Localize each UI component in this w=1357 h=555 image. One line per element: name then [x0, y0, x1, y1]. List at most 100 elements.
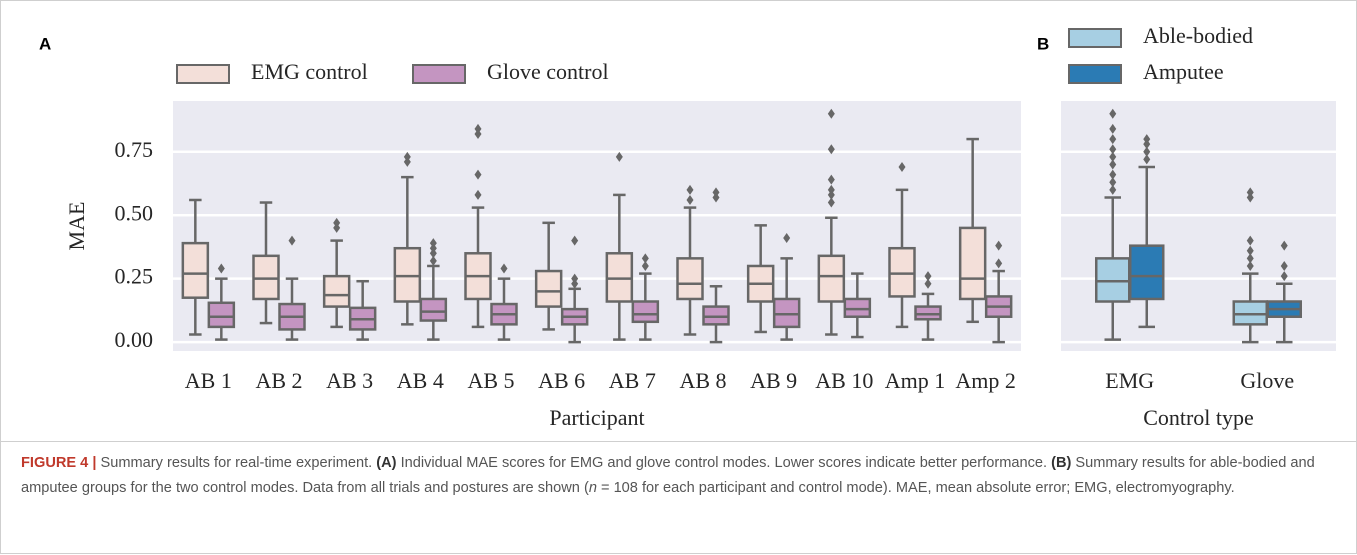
y-axis-label: MAE [64, 202, 89, 251]
x-tick-label: Amp 1 [885, 368, 946, 393]
x-tick-label: AB 6 [538, 368, 585, 393]
outlier [1143, 134, 1151, 145]
box [207, 301, 236, 329]
outlier [827, 108, 835, 119]
caption-text: = 108 for each participant and control m… [596, 479, 1235, 496]
outlier [924, 278, 932, 289]
x-tick-label: AB 7 [609, 368, 656, 393]
plot-background [173, 101, 1021, 351]
outlier [686, 194, 694, 205]
x-tick-label: AB 10 [815, 368, 873, 393]
x-axis-label: Control type [1143, 405, 1254, 430]
y-tick-label: 0.00 [115, 327, 154, 352]
outlier [615, 151, 623, 162]
y-tick-label: 0.50 [115, 200, 154, 225]
box [676, 257, 704, 301]
box [1232, 300, 1268, 326]
box [252, 254, 280, 301]
outlier [898, 161, 906, 172]
outlier [1246, 253, 1254, 264]
outlier [474, 128, 482, 139]
panel-label: B [1037, 34, 1049, 53]
box [772, 297, 801, 329]
legend-swatch [1068, 64, 1122, 84]
x-tick-label: AB 3 [326, 368, 373, 393]
outlier [429, 243, 437, 254]
outlier [1280, 240, 1288, 251]
outlier [288, 235, 296, 246]
outlier [1280, 260, 1288, 271]
charts: 0.00 0.25 0.50 0.75 AB 1 AB 2 AB 3 AB 4 AB 5 AB 6… [39, 23, 1336, 430]
legend-swatch [1068, 28, 1122, 48]
legend-label: Glove control [487, 59, 609, 84]
box [914, 305, 942, 321]
box [534, 269, 563, 308]
box [605, 252, 634, 303]
box [817, 254, 846, 303]
panel-label: A [39, 34, 51, 53]
caption-italic: n [588, 479, 597, 496]
outlier [1109, 169, 1117, 180]
legend-swatch [412, 64, 466, 84]
outlier [1109, 144, 1117, 155]
outlier [712, 192, 720, 203]
outlier [429, 255, 437, 266]
x-tick-label: Amp 2 [955, 368, 1016, 393]
outlier [571, 235, 579, 246]
outlier [783, 233, 791, 244]
outlier [827, 144, 835, 155]
outlier [995, 258, 1003, 269]
outlier [827, 197, 835, 208]
y-tick-label: 0.25 [115, 264, 154, 289]
caption-text: Individual MAE scores for EMG and glove … [396, 455, 1052, 471]
caption-ref: (B) [1051, 455, 1072, 471]
outlier [1246, 260, 1254, 271]
outlier [1109, 177, 1117, 188]
box [888, 246, 916, 298]
box [631, 300, 660, 324]
outlier [995, 240, 1003, 251]
outlier [217, 263, 225, 274]
outlier [1143, 154, 1151, 165]
legend-label: Amputee [1143, 59, 1224, 84]
outlier [924, 271, 932, 282]
outlier [1109, 134, 1117, 145]
x-tick-label: AB 5 [467, 368, 514, 393]
outlier [641, 253, 649, 264]
y-tick-label: 0.75 [115, 137, 154, 162]
caption: FIGURE 4 | Summary results for real-time… [1, 441, 1357, 555]
caption-ref: (A) [376, 455, 397, 471]
box [1129, 244, 1165, 301]
outlier [1246, 192, 1254, 203]
outlier [403, 151, 411, 162]
caption-label: FIGURE 4 | [21, 455, 97, 471]
box [322, 274, 351, 308]
outlier [827, 174, 835, 185]
box [393, 246, 422, 303]
outlier [712, 187, 720, 198]
box [843, 297, 872, 318]
outlier [474, 169, 482, 180]
x-tick-label: Glove [1240, 368, 1294, 393]
x-tick-label: EMG [1105, 368, 1154, 393]
caption-text: Summary results for real-time experiment… [96, 455, 377, 471]
outlier [1109, 184, 1117, 195]
outlier [827, 184, 835, 195]
legend-label: EMG control [251, 59, 368, 84]
outlier [1280, 271, 1288, 282]
outlier [686, 184, 694, 195]
outlier [333, 217, 341, 228]
x-tick-label: AB 2 [255, 368, 302, 393]
outlier [641, 260, 649, 271]
outlier [429, 238, 437, 249]
x-axis-label: Participant [549, 405, 644, 430]
box [419, 297, 448, 322]
legend-swatch [176, 64, 230, 84]
x-tick-label: AB 4 [397, 368, 444, 393]
outlier [500, 263, 508, 274]
box [181, 241, 210, 299]
outlier [429, 248, 437, 259]
outlier [403, 156, 411, 167]
outlier [827, 189, 835, 200]
